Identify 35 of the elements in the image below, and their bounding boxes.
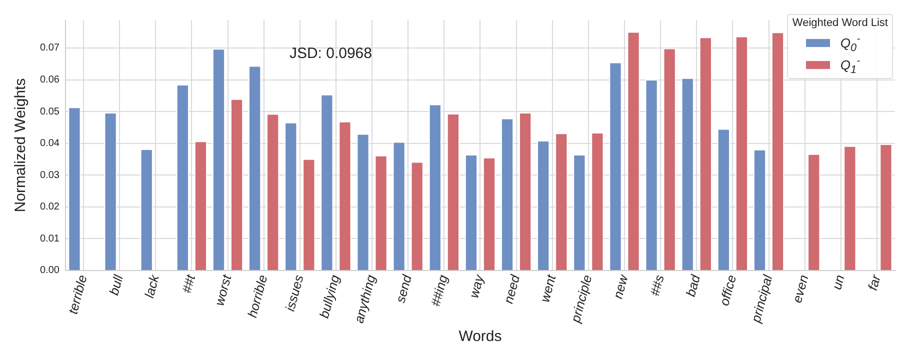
x-tick-label: office (716, 273, 740, 308)
y-tick-label: 0.04 (40, 138, 60, 150)
x-tick-label: even (789, 273, 812, 304)
x-tick-label: went (537, 272, 560, 304)
legend-title: Weighted Word List (792, 17, 888, 29)
x-tick-label: new (610, 272, 632, 300)
y-tick-label: 0.06 (40, 74, 60, 86)
x-tick-label: far (864, 272, 884, 292)
y-tick-label: 0.05 (40, 106, 60, 118)
x-tick-label: un (829, 273, 848, 292)
x-tick-label: horrible (244, 273, 270, 320)
x-tick-label: send (392, 272, 415, 304)
y-axis-title: Normalized Weights (12, 78, 30, 212)
y-tick-label: 0.03 (40, 170, 60, 181)
x-tick-label: lack (142, 272, 162, 300)
x-tick-label: ##s (647, 272, 668, 298)
x-tick-label: terrible (65, 273, 90, 316)
x-tick-label: bullying (316, 272, 343, 320)
x-tick-label: bull (106, 272, 126, 297)
y-tick-label: 0.02 (40, 202, 60, 213)
y-tick-label: 0.07 (40, 42, 60, 54)
x-tick-label: ##ing (428, 272, 451, 308)
x-tick-label: ##t (178, 272, 198, 295)
x-tick-label: anything (351, 272, 379, 325)
y-tick-label: 0.00 (40, 265, 60, 276)
x-tick-label: principal (748, 272, 776, 325)
annotation: JSD: 0.0968 (289, 45, 372, 62)
x-tick-label: worst (212, 272, 235, 308)
x-tick-label: bad (682, 272, 704, 298)
x-tick-label: need (500, 272, 523, 306)
x-tick-label: issues (282, 272, 306, 313)
y-tick-label: 0.01 (40, 233, 60, 244)
x-axis-title: Words (458, 328, 502, 346)
x-tick-label: way (466, 272, 487, 300)
x-tick-label: principle (568, 273, 595, 325)
